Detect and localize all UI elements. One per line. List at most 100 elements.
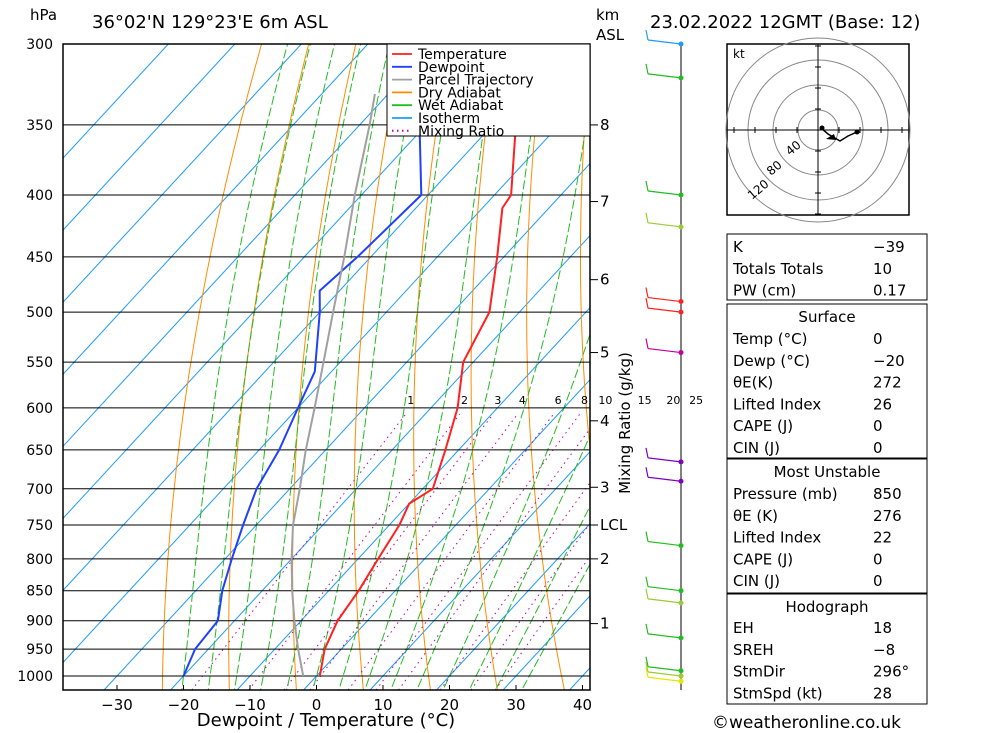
temperature-line [318,44,542,677]
dewpoint-line [182,44,442,677]
mixing-ratio-axis-label: Mixing Ratio (g/kg) [616,352,634,494]
mixing-ratio-tick-label: 3 [494,394,501,407]
hodograph-unit-label: kt [733,47,745,61]
isotherm-line [63,44,369,376]
temperature-tick-label: −30 [101,696,133,714]
dry-adiabat-lines [161,44,590,690]
location-title: 36°02'N 129°23'E 6m ASL [92,12,328,33]
sounding-series [182,44,542,677]
indices-section-title: Most Unstable [774,463,881,481]
index-label: StmSpd (kt) [733,684,823,702]
index-label: Temp (°C) [732,330,807,348]
wind-barb-flag [645,180,649,192]
mixing-ratio-tick-label: 2 [461,394,468,407]
wet-adiabat-line [494,505,590,690]
pressure-tick-label: 650 [26,443,53,459]
height-tick-label: 2 [600,550,610,568]
wind-level-dot [678,309,684,315]
index-label: CIN (J) [733,572,780,590]
index-value: −8 [873,641,895,659]
temperature-tick-label: 30 [506,696,525,714]
index-label: Totals Totals [732,260,824,278]
dry-adiabat-line [580,54,590,454]
index-value: 0 [873,330,883,348]
index-label: Dewp (°C) [733,352,810,370]
wind-barb [647,39,682,45]
mixing-ratio-tick-label: 10 [598,394,612,407]
height-tick-label: 1 [600,615,610,633]
legend-entry: Wet Adiabat [418,98,504,114]
legend-entry: Temperature [417,47,507,63]
mixing-ratio-tick-label: 6 [555,394,562,407]
wet-adiabat-line [416,95,590,690]
wind-level-dot [678,673,684,679]
height-tick-label: 5 [600,344,610,362]
wet-adiabat-line [364,44,498,690]
wind-level-dot [678,668,684,674]
plot-background [63,44,590,690]
credit-text: ©weatheronline.co.uk [712,713,901,733]
mixing-ratio-line [397,427,590,690]
index-label: PW (cm) [733,282,796,300]
index-value: 272 [873,374,902,392]
index-value: 0 [873,439,883,457]
indices-box [726,233,928,301]
dry-adiabat-line [353,44,404,690]
index-value: 0.17 [873,282,906,300]
parcel-trajectory-line [290,93,376,677]
wind-barb-flag [645,667,649,678]
wet-adiabat-line [286,44,390,690]
wind-barb-flag [645,212,649,223]
wind-barb-flag [645,447,649,458]
index-label: Pressure (mb) [733,485,838,503]
pressure-tick-label: 950 [26,642,53,658]
wind-barb [647,633,682,639]
index-value: 850 [873,485,902,503]
isotherm-line [63,44,169,159]
indices-box [726,593,928,705]
dry-adiabat-line [228,44,310,690]
pressure-tick-label: 850 [26,584,53,600]
wind-barb [647,676,682,682]
index-label: EH [733,619,754,637]
wet-adiabat-line [260,44,362,690]
mixing-ratio-line [347,413,554,690]
height-ref-label: ASL [596,26,625,44]
wind-level-dot [678,41,684,47]
wind-level-dot [678,478,684,484]
temperature-tick-label: −10 [234,696,266,714]
pressure-tick-label: 800 [26,552,53,568]
index-label: θE(K) [733,374,773,392]
wet-adiabat-line [390,44,545,690]
mixing-ratio-tick-label: 8 [581,394,588,407]
wind-barb [647,222,682,228]
wind-level-dot [678,678,684,684]
pressure-tick-label: 600 [26,401,53,417]
x-axis-label: Dewpoint / Temperature (°C) [197,710,455,731]
wind-barb-flag [645,467,649,478]
legend-entry: Mixing Ratio [418,124,504,140]
mixing-ratio-tick-label: 15 [638,394,652,407]
height-tick-label: 4 [600,412,610,430]
wind-level-dot [678,192,684,198]
indices-section-title: Surface [798,308,855,326]
wind-barb [647,73,682,79]
index-value: −20 [873,352,905,370]
hodograph-ring [725,37,911,223]
wind-level-dot [678,224,684,230]
wet-adiabat-line [468,434,590,690]
pressure-tick-label: 700 [26,482,53,498]
storm-motion-marker [826,134,836,140]
wind-barb-flag [645,588,649,600]
isotherm-line [63,44,236,231]
indices-table: K −39 Totals Totals 10 PW (cm) 0.17 Surface Tem… [726,233,928,705]
wind-barb [647,190,682,196]
isotherm-line [303,378,590,690]
wind-profile [645,29,684,690]
pressure-tick-label: 450 [26,250,53,266]
indices-box [726,303,928,459]
index-value: 18 [873,619,892,637]
wet-adiabat-line [442,332,590,690]
height-unit-label: km [596,6,619,24]
plot-frame [62,43,591,691]
